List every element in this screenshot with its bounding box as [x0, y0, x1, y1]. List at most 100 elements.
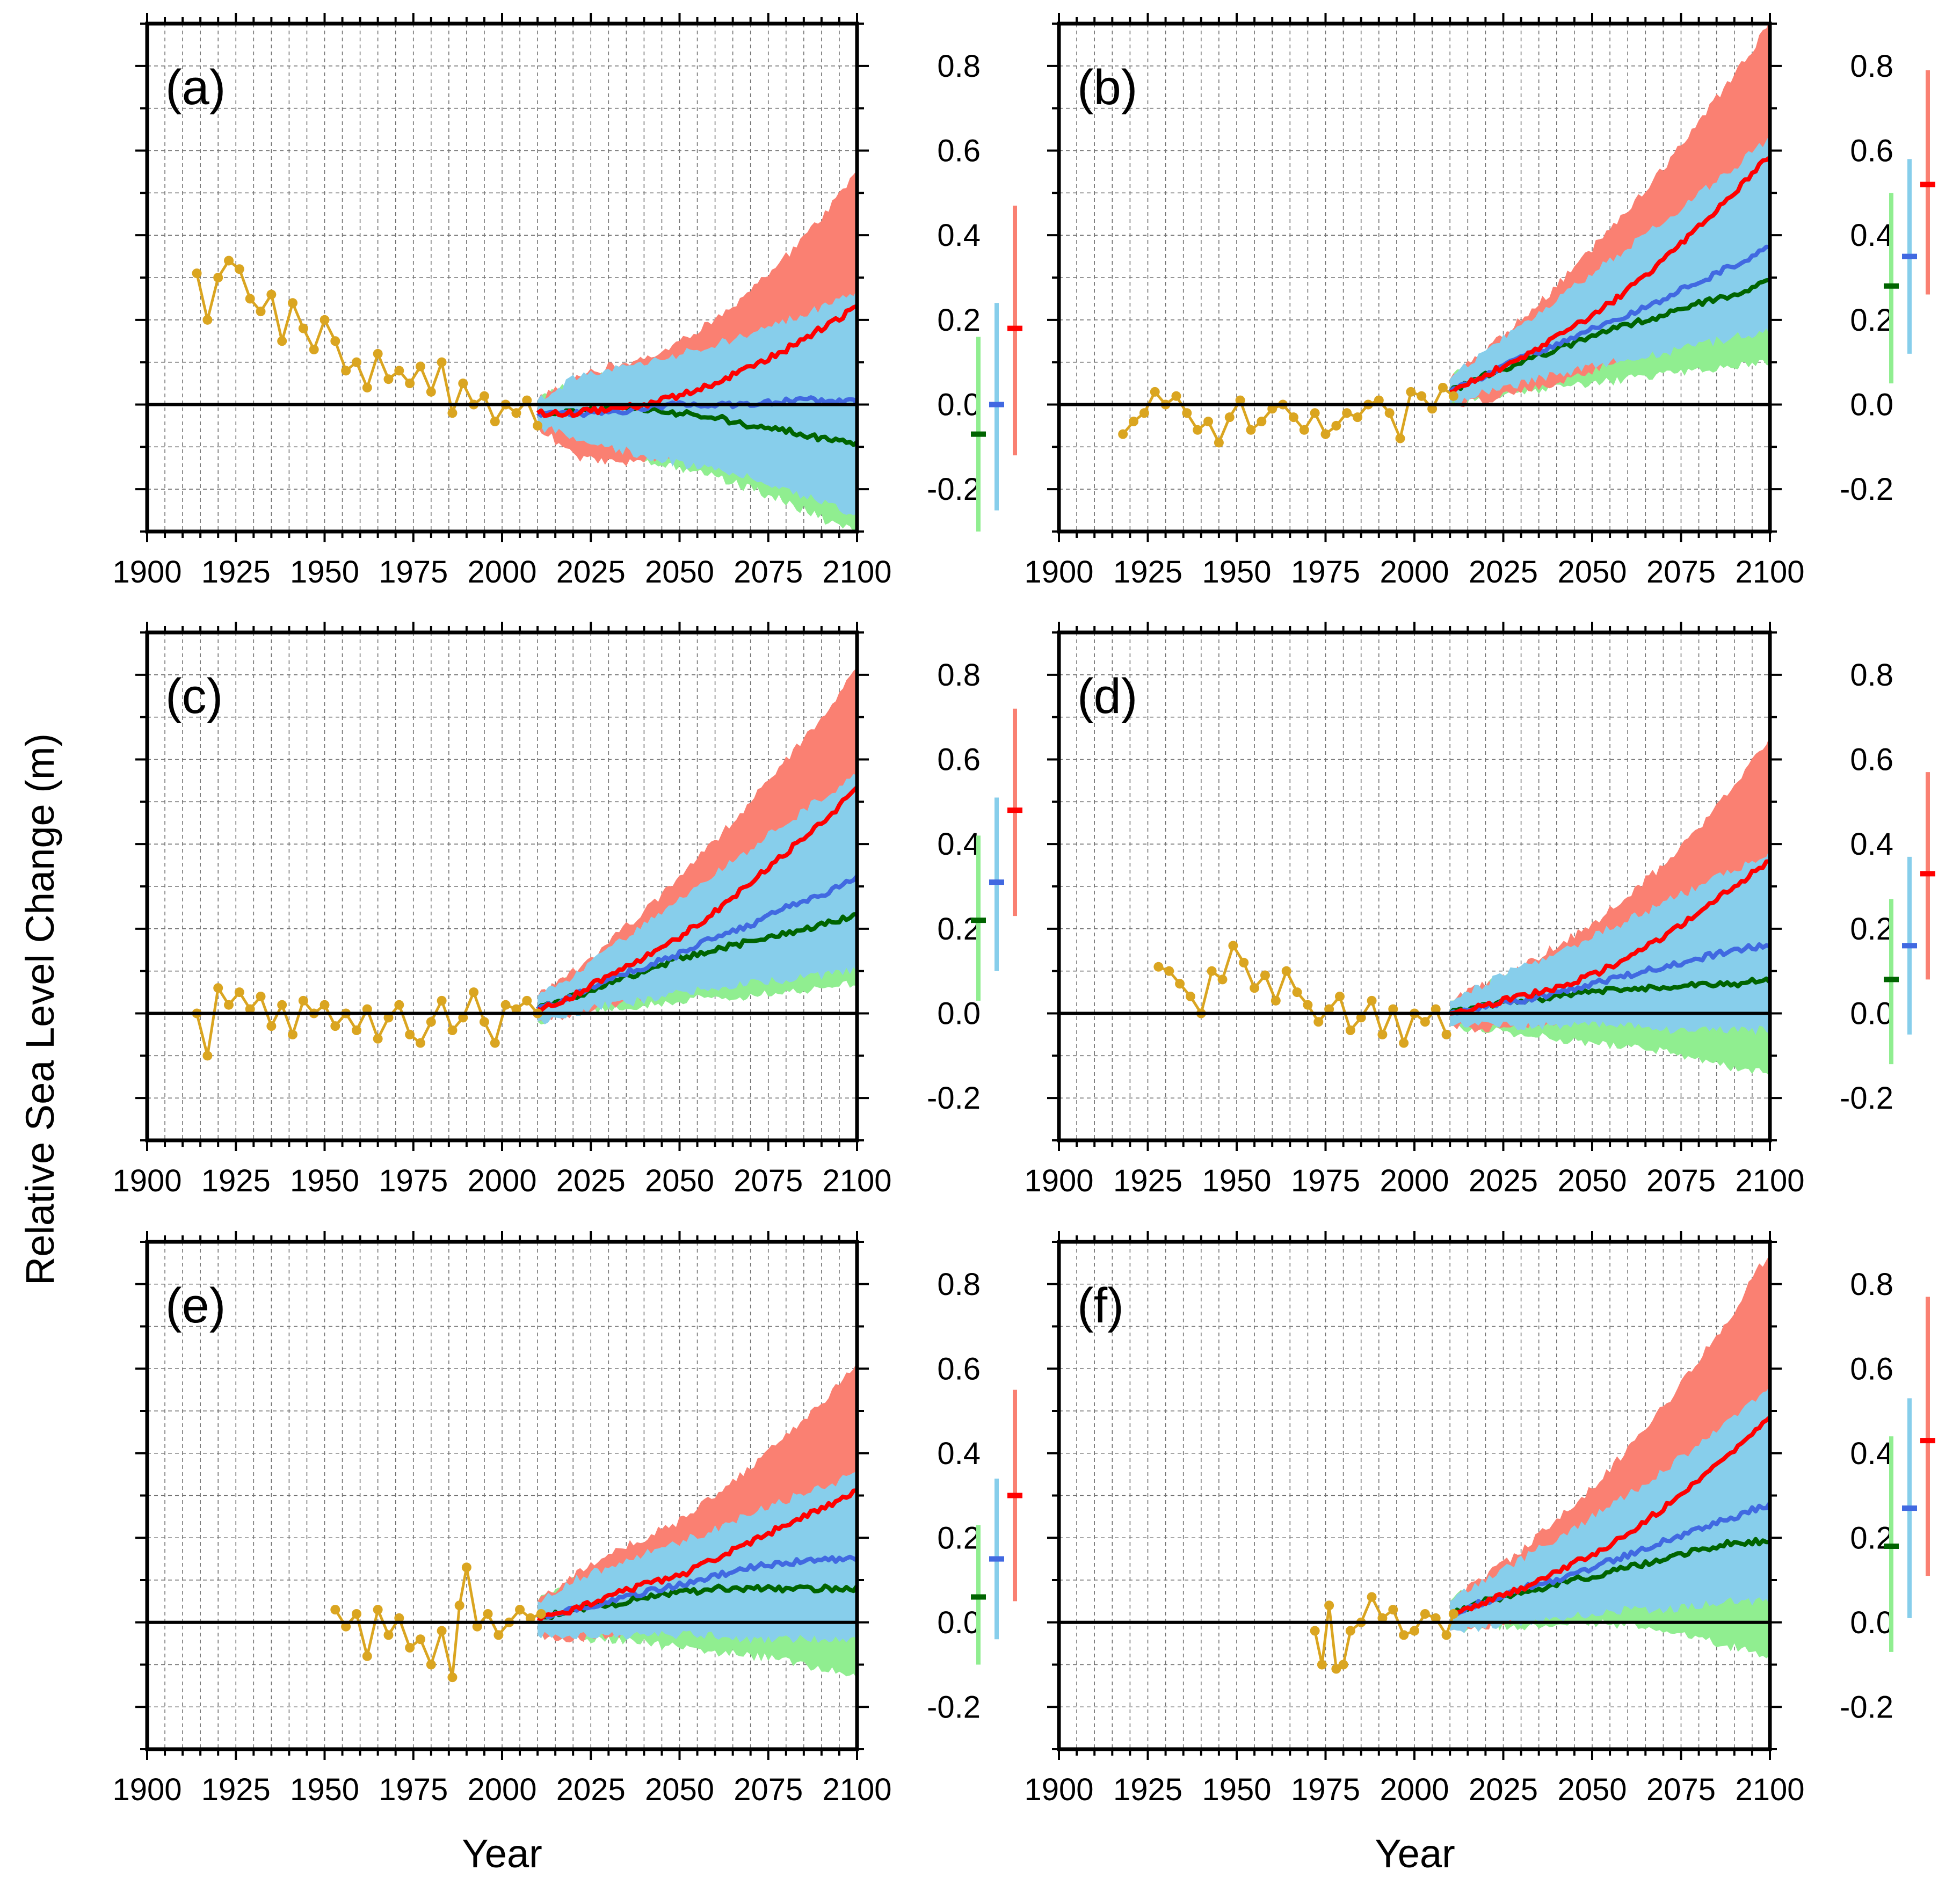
observed-point — [1193, 425, 1203, 435]
observed-point — [1175, 979, 1185, 989]
observed-point — [309, 345, 319, 355]
x-tick-label: 1950 — [290, 1772, 359, 1807]
observed-point — [1438, 382, 1448, 392]
y-tick-label: 0.0 — [937, 996, 981, 1031]
x-tick-label: 1975 — [379, 555, 448, 590]
observed-point — [426, 1017, 436, 1027]
observed-point — [500, 1000, 511, 1010]
observed-point — [1324, 1600, 1334, 1611]
observed-point — [1399, 1038, 1409, 1048]
x-tick-label: 2075 — [1646, 1772, 1716, 1807]
observed-point — [1185, 991, 1195, 1001]
y-tick-label: -0.2 — [1840, 1081, 1893, 1116]
x-tick-label: 2025 — [1469, 555, 1538, 590]
observed-point — [362, 1651, 372, 1661]
observed-point — [266, 1021, 277, 1031]
panel-a: 1900 1925 1950 1975 2000 2025 2050 2075 2100 -0.2… — [112, 13, 1022, 590]
observed-point — [1271, 995, 1281, 1006]
x-tick-label: 2075 — [734, 1772, 803, 1807]
y-tick-label: 0.4 — [937, 827, 981, 862]
data-layer — [1118, 24, 1770, 448]
y-tick-label: 0.8 — [937, 1267, 981, 1302]
observed-point — [330, 336, 340, 346]
x-ticks — [1058, 622, 1771, 1151]
observed-point — [234, 987, 244, 998]
observed-point — [1345, 1025, 1355, 1036]
y-tick-label: 0.4 — [937, 1436, 981, 1471]
observed-line — [1158, 942, 1448, 1047]
y-tick-label: 0.2 — [937, 303, 981, 338]
x-tick-label: 1900 — [1024, 1163, 1093, 1198]
observed-point — [461, 1562, 471, 1573]
y-tick-label: 0.6 — [1850, 134, 1893, 169]
y-tick-label: 0.0 — [937, 1605, 981, 1640]
x-tick-label: 2050 — [1557, 1772, 1627, 1807]
x-tick-label: 2025 — [556, 1163, 626, 1198]
observed-point — [490, 417, 500, 427]
observed-point — [320, 315, 330, 325]
x-tick-label: 1950 — [1202, 555, 1271, 590]
y-tick-label: -0.2 — [1840, 1690, 1893, 1724]
observed-point — [1395, 433, 1405, 443]
y-tick-label: 0.6 — [1850, 743, 1893, 777]
observed-point — [533, 420, 543, 431]
x-tick-label: 1900 — [112, 1772, 182, 1807]
y-tick-label: -0.2 — [927, 1081, 981, 1116]
x-tick-label: 2050 — [1557, 1163, 1627, 1198]
x-tick-label: 1950 — [1202, 1772, 1271, 1807]
observed-point — [1317, 1660, 1327, 1670]
y-tick-label: -0.2 — [1840, 472, 1893, 507]
y-tick-label: 0.8 — [937, 658, 981, 693]
observed-point — [320, 1000, 330, 1010]
observed-point — [224, 1000, 234, 1010]
observed-point — [1207, 966, 1217, 976]
observed-point — [405, 1029, 415, 1039]
observed-point — [1406, 387, 1416, 397]
y-tick-label: 0.8 — [1850, 49, 1893, 84]
observed-point — [351, 1025, 361, 1036]
x-tick-label: 1925 — [1113, 1772, 1182, 1807]
x-tick-label: 1975 — [379, 1772, 448, 1807]
observed-point — [383, 374, 394, 384]
panel-label: (b) — [1077, 60, 1137, 115]
observed-point — [1388, 1004, 1398, 1014]
observed-point — [1410, 1626, 1419, 1636]
projection-line-low — [536, 912, 857, 1011]
y-tick-label: 0.2 — [1850, 1520, 1893, 1555]
grid — [147, 1242, 857, 1749]
x-tick-label: 2000 — [467, 555, 536, 590]
observed-point — [437, 357, 447, 367]
x-tick-label: 1975 — [379, 1163, 448, 1198]
y-ticks — [1047, 631, 1782, 1141]
observed-point — [483, 1609, 493, 1619]
y-tick-label: 0.6 — [937, 134, 981, 169]
observed-point — [426, 387, 436, 397]
observed-point — [362, 382, 372, 392]
observed-point — [479, 391, 489, 401]
observed-point — [394, 1000, 404, 1010]
observed-point — [458, 1013, 468, 1023]
observed-point — [1239, 957, 1249, 967]
observed-point — [1448, 391, 1458, 401]
observed-point — [1377, 1613, 1388, 1623]
x-tick-label: 2000 — [1380, 555, 1449, 590]
projection-line-high — [536, 304, 857, 418]
y-tick-label: 0.0 — [1850, 388, 1893, 423]
y-tick-label: 0.2 — [937, 912, 981, 947]
observed-point — [1257, 417, 1267, 427]
observed-point — [1441, 1029, 1451, 1039]
observed-point — [383, 1630, 394, 1640]
y-tick-label: 0.4 — [1850, 218, 1893, 253]
x-tick-label: 1950 — [290, 555, 359, 590]
observed-point — [192, 268, 202, 279]
observed-point — [351, 357, 361, 367]
observed-point — [1303, 1000, 1313, 1010]
x-tick-label: 2000 — [1380, 1772, 1449, 1807]
x-tick-label: 1900 — [1024, 1772, 1093, 1807]
observed-point — [490, 1038, 500, 1048]
x-tick-label: 2100 — [1735, 1163, 1804, 1198]
y-tick-label: 0.8 — [1850, 658, 1893, 693]
observed-point — [522, 395, 532, 405]
x-tick-label: 2050 — [645, 1163, 714, 1198]
observed-line — [1313, 1593, 1455, 1671]
